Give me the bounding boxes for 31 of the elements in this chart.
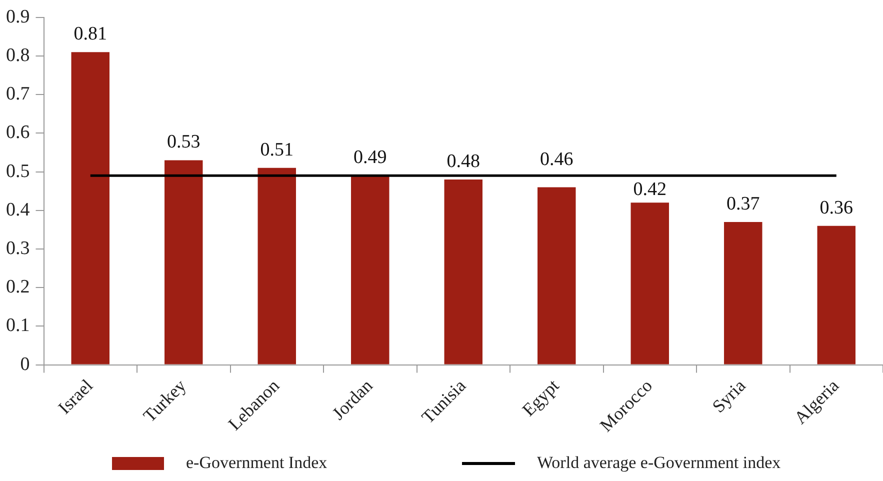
- y-tick-label: 0.2: [6, 276, 30, 298]
- x-tick-label: Syria: [708, 375, 750, 416]
- data-label: 0.48: [446, 150, 480, 172]
- y-tick-label: 0: [20, 354, 30, 375]
- y-tick-label: 0.5: [6, 160, 30, 182]
- bar: [538, 187, 576, 364]
- y-tick-label: 0.8: [6, 44, 30, 66]
- data-label: 0.46: [540, 149, 574, 170]
- bar: [164, 160, 203, 364]
- bar: [630, 202, 669, 364]
- bar: [724, 222, 762, 364]
- y-tick-label: 0.4: [6, 199, 30, 220]
- y-tick-label: 0.3: [6, 238, 30, 259]
- data-label: 0.81: [74, 24, 107, 45]
- legend-label: World average e-Government index: [537, 453, 781, 473]
- bar: [444, 180, 482, 364]
- bar: [258, 168, 296, 364]
- bar: [71, 52, 110, 364]
- data-label: 0.49: [354, 147, 387, 168]
- data-label: 0.37: [726, 193, 760, 214]
- y-tick-label: 0.7: [6, 84, 30, 105]
- data-label: 0.42: [633, 179, 666, 200]
- y-tick-label: 0.1: [6, 315, 30, 336]
- data-label: 0.53: [167, 132, 200, 153]
- bar: [351, 176, 390, 364]
- y-tick-label: 0.9: [6, 6, 30, 28]
- bar: [817, 226, 856, 364]
- data-label: 0.36: [820, 197, 853, 218]
- legend-label: e-Government Index: [186, 453, 328, 473]
- y-tick-label: 0.6: [6, 122, 30, 144]
- data-label: 0.51: [260, 139, 294, 160]
